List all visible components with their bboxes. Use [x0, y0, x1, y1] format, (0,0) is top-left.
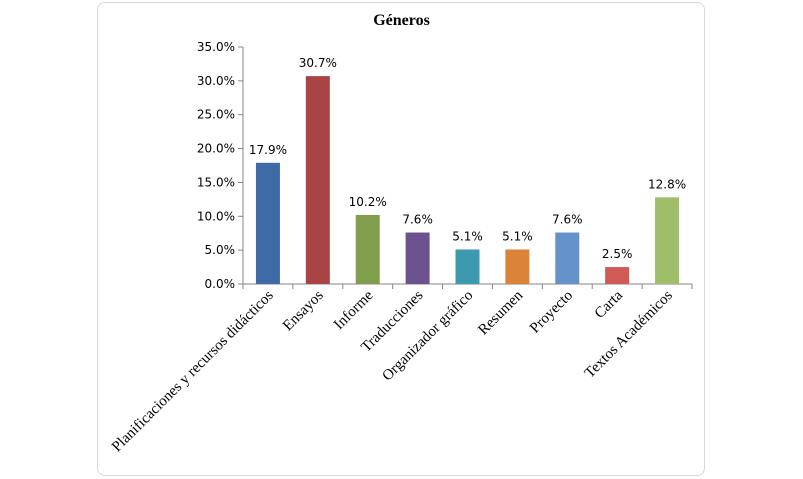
- y-tick-label: 30.0%: [197, 74, 235, 88]
- bar: [405, 232, 430, 284]
- x-tick-label: Proyecto: [527, 288, 576, 337]
- y-tick-label: 5.0%: [205, 243, 236, 257]
- y-tick-label: 0.0%: [205, 277, 236, 291]
- x-tick-label: Resumen: [475, 287, 526, 338]
- x-tick-label: Planificaciones y recursos didácticos: [109, 287, 277, 455]
- y-tick-label: 25.0%: [197, 108, 235, 122]
- bar: [255, 162, 280, 284]
- x-tick-label: Ensayos: [280, 287, 327, 334]
- chart-title: Géneros: [373, 12, 430, 29]
- data-label: 5.1%: [502, 229, 533, 243]
- y-tick-label: 15.0%: [197, 175, 235, 189]
- x-tick-label: Organizador gráfico: [380, 288, 477, 385]
- bar: [605, 267, 630, 284]
- bar: [355, 214, 380, 284]
- data-label: 7.6%: [402, 213, 433, 227]
- data-label: 12.8%: [648, 177, 686, 191]
- data-label: 17.9%: [249, 143, 287, 157]
- y-tick-label: 10.0%: [197, 209, 235, 223]
- x-tick-label: Carta: [592, 287, 627, 322]
- data-label: 30.7%: [299, 56, 337, 70]
- bar: [455, 249, 480, 284]
- data-label: 10.2%: [349, 195, 387, 209]
- x-tick-label: Informe: [331, 287, 377, 333]
- data-label: 7.6%: [552, 213, 583, 227]
- bar: [305, 76, 330, 284]
- chart-frame: [97, 2, 705, 476]
- y-tick-label: 20.0%: [197, 142, 235, 156]
- y-tick-label: 35.0%: [197, 40, 235, 54]
- bar: [555, 232, 580, 284]
- data-label: 5.1%: [452, 229, 483, 243]
- data-label: 2.5%: [602, 247, 633, 261]
- bar: [505, 249, 530, 284]
- bar: [655, 197, 680, 284]
- x-tick-label: Textos Académicos: [582, 287, 676, 381]
